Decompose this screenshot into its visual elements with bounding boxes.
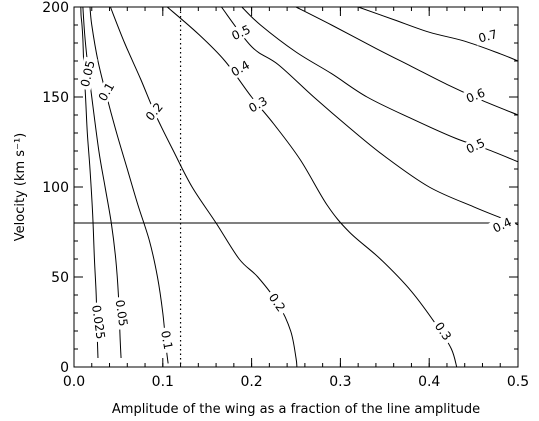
contour-label-bg [461, 84, 490, 107]
x-tick-label: 0.0 [63, 374, 85, 390]
x-axis-title: Amplitude of the wing as a fraction of t… [112, 402, 480, 417]
contour-label-group: 0.6 [461, 84, 490, 107]
contour-label-group: 0.025 [89, 301, 109, 343]
x-tick-label: 0.5 [507, 374, 529, 390]
x-tick-label: 0.3 [329, 374, 351, 390]
contour-label-bg [461, 133, 490, 158]
contour-label-bg [89, 301, 109, 343]
reference-lines [74, 7, 518, 367]
y-tick-label: 50 [51, 270, 69, 286]
contour-label-bg [93, 77, 119, 106]
contour-line-0.2 [109, 7, 298, 367]
y-tick-label: 200 [42, 0, 69, 16]
contour-label-bg [140, 97, 168, 126]
contour-label-bg [430, 316, 457, 346]
contour-line-0.7 [357, 7, 518, 62]
contour-label-bg [243, 91, 273, 117]
contour-label: 0.025 [89, 304, 108, 340]
contour-line-0.025 [80, 7, 99, 359]
contour-label-group: 0.05 [76, 56, 98, 91]
contour-label-bg [487, 213, 517, 237]
contour-label-group: 0.3 [243, 91, 273, 117]
contour-label-bg [264, 287, 291, 317]
plot-frame [73, 6, 519, 368]
contour-line-0.3 [166, 7, 458, 367]
contour-label: 0.1 [158, 329, 175, 350]
contour-label-group: 0.05 [112, 296, 132, 330]
contour-label-group: 0.7 [473, 25, 502, 46]
contour-label-group: 0.4 [225, 55, 255, 81]
contour-label-bg [158, 326, 177, 354]
contour-label: 0.7 [477, 27, 499, 45]
contour-label-group: 0.2 [264, 287, 291, 317]
tick-labels: 0.0 0.1 0.2 0.3 0.4 0.5 0 50 100 150 200 [42, 0, 529, 390]
contour-label-bg [112, 296, 132, 330]
contour-labels: 0.0250.050.050.10.10.20.20.30.30.40.40.5… [76, 20, 517, 354]
contour-label: 0.6 [464, 86, 487, 106]
contour-label: 0.05 [113, 299, 131, 327]
contour-label: 0.05 [78, 59, 98, 88]
contour-lines [80, 7, 518, 367]
axis-ticks [73, 6, 519, 368]
contour-label-bg [226, 20, 256, 44]
contour-label-bg [473, 25, 502, 46]
x-tick-label: 0.4 [418, 374, 440, 390]
contour-label-bg [225, 55, 255, 81]
contour-label-group: 0.1 [93, 77, 119, 106]
contour-label-bg [76, 56, 98, 91]
contour-label-group: 0.1 [158, 326, 177, 354]
y-tick-label: 0 [60, 360, 69, 376]
contour-label-group: 0.2 [140, 97, 168, 126]
contour-line-0.1 [89, 7, 169, 364]
y-tick-label: 150 [42, 90, 69, 106]
contour-label-group: 0.5 [226, 20, 256, 44]
y-axis-title: Velocity (km s⁻¹) [13, 133, 28, 241]
x-tick-label: 0.2 [240, 374, 262, 390]
y-tick-label: 100 [42, 180, 69, 196]
contour-label-group: 0.5 [461, 133, 490, 158]
contour-line-0.4 [221, 7, 518, 226]
x-tick-label: 0.1 [152, 374, 174, 390]
contour-label-group: 0.4 [487, 213, 517, 237]
contour-line-0.6 [295, 7, 518, 116]
